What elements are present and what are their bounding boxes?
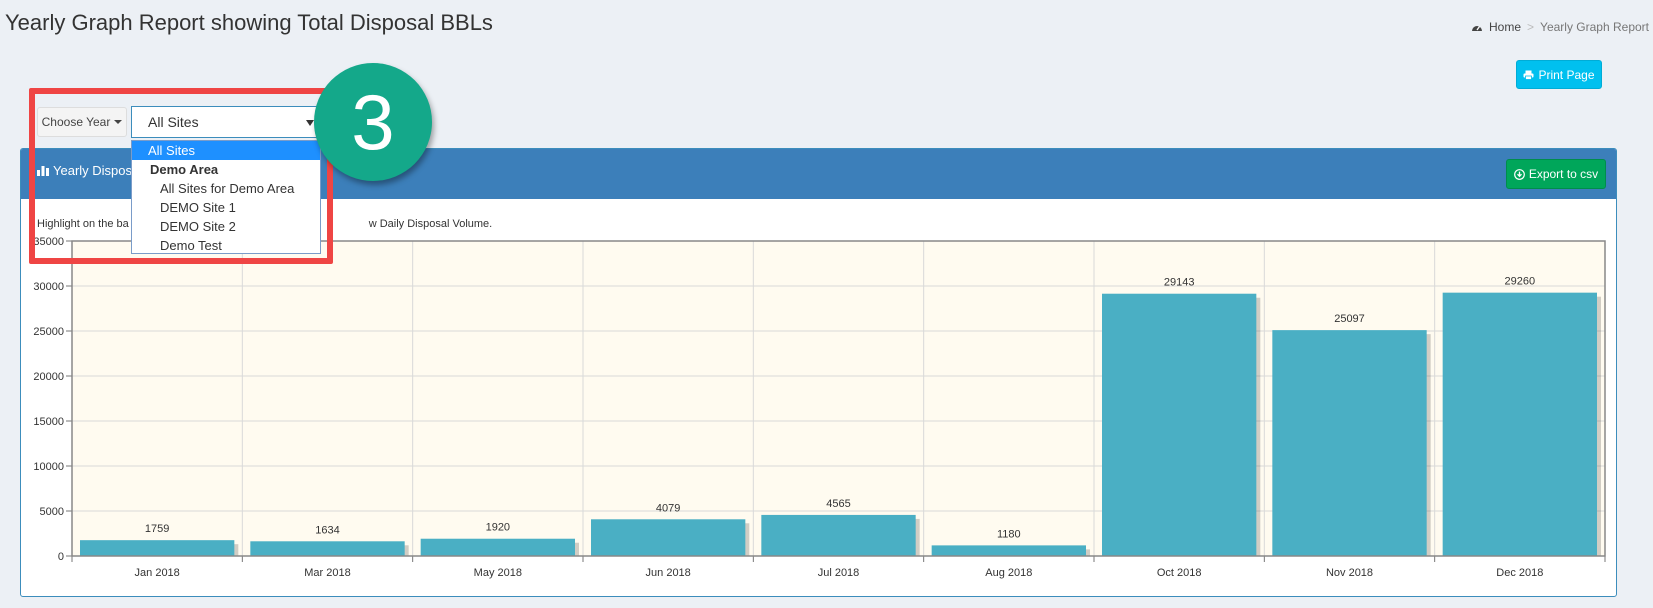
- x-tick-label: Jan 2018: [135, 567, 180, 579]
- choose-year-label: Choose Year: [41, 115, 111, 129]
- site-option: Demo Area: [150, 162, 219, 177]
- bar: [1442, 292, 1597, 556]
- y-tick-label: 20000: [33, 371, 64, 383]
- chart-panel-title-label: Yearly Dispos: [53, 163, 133, 178]
- bar: [931, 545, 1086, 556]
- page-title: Yearly Graph Report showing Total Dispos…: [5, 10, 493, 35]
- chart-hint-left: Highlight on the ba: [37, 218, 129, 230]
- print-icon: [1523, 70, 1534, 80]
- bar-value-label: 1180: [997, 528, 1021, 540]
- breadcrumb: Home > Yearly Graph Report: [1471, 20, 1649, 34]
- export-csv-button[interactable]: Export to csv: [1506, 159, 1606, 189]
- site-option[interactable]: Demo Test: [160, 238, 222, 253]
- bar-value-label: 4565: [826, 498, 850, 510]
- site-option[interactable]: DEMO Site 2: [160, 219, 236, 234]
- y-tick-label: 35000: [33, 236, 64, 248]
- chart-hint-right: w Daily Disposal Volume.: [368, 218, 493, 230]
- breadcrumb-separator: >: [1527, 20, 1535, 34]
- site-select[interactable]: All Sites: [131, 106, 321, 138]
- x-tick-label: Aug 2018: [985, 567, 1032, 579]
- x-tick-label: May 2018: [474, 567, 522, 579]
- choose-year-button[interactable]: Choose Year: [37, 107, 127, 137]
- x-tick-label: Nov 2018: [1326, 567, 1373, 579]
- export-csv-label: Export to csv: [1528, 167, 1599, 181]
- breadcrumb-current: Yearly Graph Report: [1540, 20, 1649, 34]
- x-tick-label: Dec 2018: [1496, 567, 1543, 579]
- bar: [420, 538, 575, 556]
- dashboard-icon: [1472, 25, 1483, 31]
- bar-value-label: 1920: [486, 522, 510, 534]
- bar-value-label: 25097: [1334, 313, 1365, 325]
- chart-hint: Highlight on the ba w Daily Disposal Volu…: [37, 218, 492, 230]
- bar: [761, 514, 916, 556]
- y-tick-label: 25000: [33, 326, 64, 338]
- site-option[interactable]: DEMO Site 1: [160, 200, 236, 215]
- site-select-value: All Sites: [148, 114, 199, 130]
- x-tick-label: Jun 2018: [646, 567, 691, 579]
- site-dropdown-list: All Sites Demo Area All Sites for Demo Are…: [131, 140, 321, 254]
- y-tick-label: 10000: [33, 461, 64, 473]
- print-page-label: Print Page: [1538, 67, 1595, 82]
- bar-value-label: 4079: [656, 502, 680, 514]
- site-option[interactable]: All Sites: [132, 141, 320, 160]
- caret-down-icon: [114, 120, 123, 124]
- bar: [250, 541, 405, 556]
- bar: [1272, 330, 1427, 556]
- bar: [80, 540, 235, 556]
- breadcrumb-home-label: Home: [1489, 20, 1522, 34]
- chart-panel-title: Yearly Dispos: [37, 163, 132, 178]
- y-tick-label: 30000: [33, 281, 64, 293]
- bar-value-label: 1634: [315, 524, 339, 536]
- y-tick-label: 5000: [40, 506, 64, 518]
- bar-value-label: 29143: [1164, 277, 1195, 289]
- download-circle-icon: [1513, 168, 1525, 180]
- select-arrow-icon: [306, 120, 314, 126]
- x-tick-label: Mar 2018: [304, 567, 350, 579]
- bar: [591, 519, 746, 556]
- x-tick-label: Oct 2018: [1157, 567, 1202, 579]
- plot-frame: [71, 240, 1606, 557]
- callout-step-badge: 3: [314, 63, 432, 181]
- x-tick-label: Jul 2018: [818, 567, 860, 579]
- site-option[interactable]: All Sites for Demo Area: [160, 181, 295, 196]
- bar-chart-icon: [37, 166, 49, 176]
- breadcrumb-home[interactable]: Home: [1471, 20, 1521, 34]
- bar: [1102, 293, 1257, 556]
- bar-value-label: 29260: [1505, 276, 1536, 288]
- y-tick-label: 15000: [33, 416, 64, 428]
- bar-value-label: 1759: [145, 523, 169, 535]
- print-page-button[interactable]: Print Page: [1516, 60, 1602, 89]
- y-tick-label: 0: [58, 551, 64, 563]
